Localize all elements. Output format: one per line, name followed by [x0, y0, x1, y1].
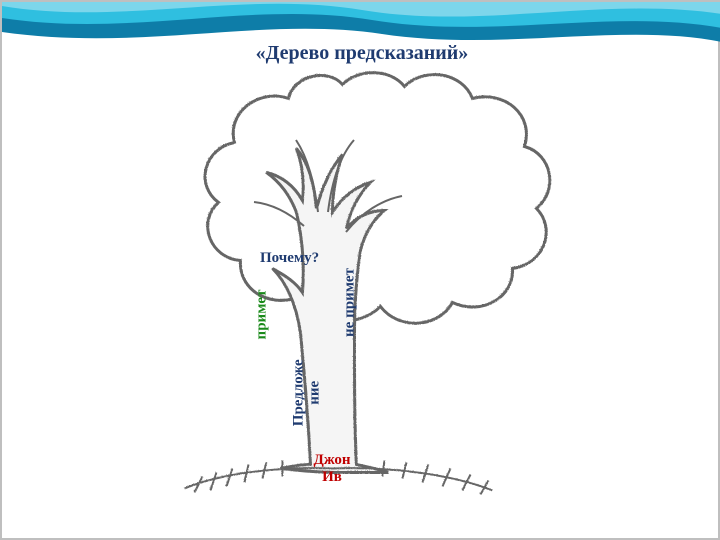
- label-trunk-line1: Предложе: [290, 359, 306, 426]
- label-trunk-line2: ние: [306, 381, 322, 405]
- label-trunk: Предложе ние: [291, 333, 323, 453]
- label-root-line2: Ив: [322, 469, 342, 485]
- label-left-branch: примет: [254, 279, 271, 351]
- label-root: Джон Ив: [302, 452, 362, 485]
- branch-line-1: [296, 140, 318, 212]
- label-root-line1: Джон: [314, 452, 351, 468]
- branch-line-3: [346, 196, 402, 232]
- label-right-branch: не примет: [342, 257, 359, 349]
- branch-line-2: [328, 140, 354, 212]
- branch-line-4: [254, 202, 304, 226]
- label-question: Почему?: [260, 250, 319, 267]
- slide: «Дерево предсказаний»: [0, 0, 720, 540]
- tree-trunk: [266, 148, 388, 472]
- diagram-title: «Дерево предсказаний»: [2, 42, 720, 65]
